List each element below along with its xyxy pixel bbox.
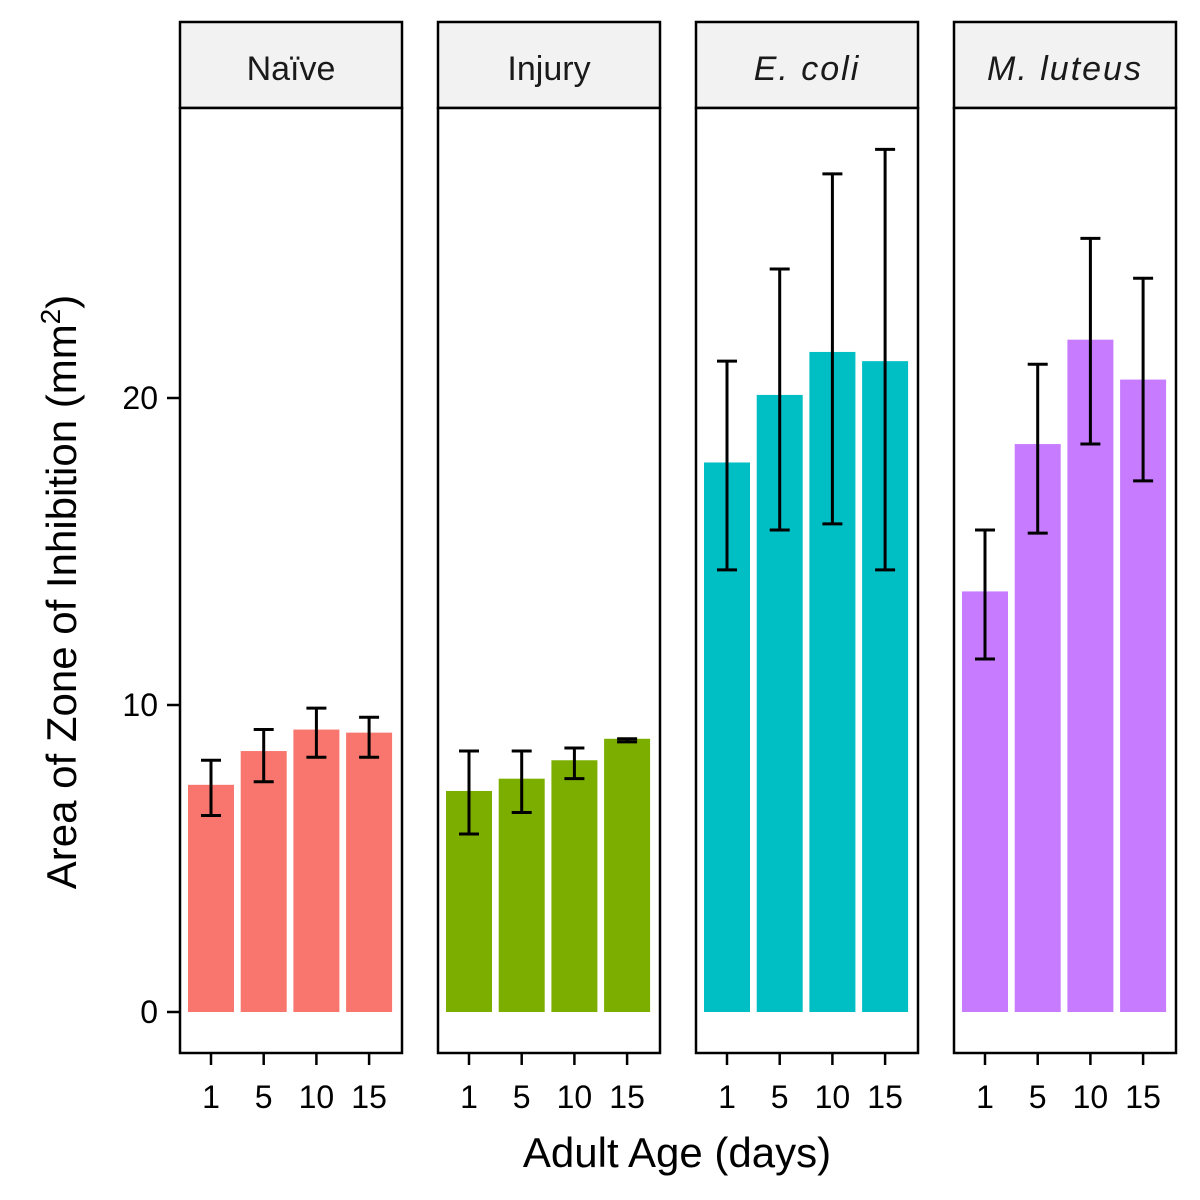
x-tick-label: 5 <box>771 1079 789 1115</box>
x-tick-label: 1 <box>976 1079 994 1115</box>
facet-strip <box>952 20 1178 110</box>
facet-panel: Naïve 1 5 10 15 <box>178 20 404 1115</box>
x-tick-label: 5 <box>255 1079 273 1115</box>
facet-strip-label: Injury <box>507 50 590 88</box>
facet-panel: Injury 1 5 10 15 <box>436 20 662 1115</box>
bar <box>346 732 393 1012</box>
bar <box>188 784 234 1012</box>
facet-strip-label: M. luteus <box>987 50 1143 88</box>
bar <box>293 729 340 1012</box>
facet-strip <box>178 20 404 110</box>
bar <box>551 760 598 1012</box>
x-tick-label: 10 <box>299 1079 335 1115</box>
x-tick-label: 5 <box>513 1079 531 1115</box>
facet-strip <box>694 20 920 110</box>
bar <box>604 738 651 1012</box>
x-tick-label: 10 <box>815 1079 851 1115</box>
y-axis-title-close: ) <box>38 295 85 309</box>
y-tick-label: 10 <box>122 687 158 723</box>
y-tick-label: 0 <box>140 994 158 1030</box>
bar <box>1120 379 1167 1013</box>
facet-panel: M. luteus 1 5 10 15 <box>952 20 1178 1115</box>
facet-strip-label: Naïve <box>247 50 336 88</box>
x-tick-label: 1 <box>718 1079 736 1115</box>
y-axis-title: Area of Zone of Inhibition (mm2) <box>35 295 85 890</box>
x-tick-label: 1 <box>202 1079 220 1115</box>
bar <box>1067 339 1114 1012</box>
y-axis-title-superscript: 2 <box>35 309 66 325</box>
x-tick-label: 10 <box>557 1079 593 1115</box>
x-tick-label: 15 <box>1125 1079 1161 1115</box>
bar <box>1014 444 1061 1012</box>
y-axis: 0 10 20 <box>122 380 180 1030</box>
x-tick-label: 15 <box>609 1079 645 1115</box>
facet-panel: E. coli 1 5 10 15 <box>694 20 920 1115</box>
x-tick-label: 15 <box>351 1079 387 1115</box>
x-tick-label: 1 <box>460 1079 478 1115</box>
x-tick-label: 10 <box>1073 1079 1109 1115</box>
x-tick-label: 5 <box>1029 1079 1047 1115</box>
x-tick-label: 15 <box>867 1079 903 1115</box>
x-axis-title: Adult Age (days) <box>523 1129 831 1176</box>
y-tick-label: 20 <box>122 380 158 416</box>
bar <box>962 591 1008 1012</box>
bar <box>498 778 545 1012</box>
facet-strip-label: E. coli <box>754 50 861 88</box>
y-axis-title-main: Area of Zone of Inhibition (mm <box>38 324 85 889</box>
bar <box>240 751 287 1012</box>
